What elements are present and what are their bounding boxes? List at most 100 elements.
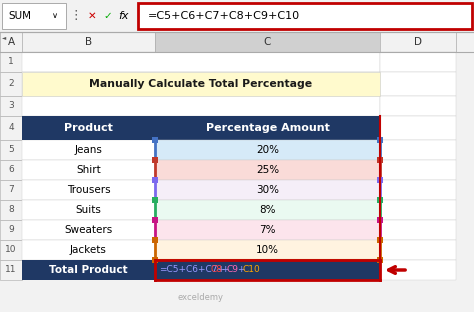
Text: ✕: ✕ xyxy=(88,11,96,21)
Text: C10: C10 xyxy=(242,266,260,275)
Bar xyxy=(380,116,456,140)
Bar xyxy=(22,220,155,240)
Text: +: + xyxy=(237,266,245,275)
Bar xyxy=(155,140,380,160)
Bar xyxy=(380,52,456,72)
Bar xyxy=(155,160,380,180)
Bar xyxy=(0,220,22,240)
Bar xyxy=(22,96,380,116)
Text: 10: 10 xyxy=(5,246,17,255)
Bar xyxy=(0,116,22,140)
Bar xyxy=(380,180,456,200)
Bar xyxy=(377,217,383,223)
Text: ✓: ✓ xyxy=(104,11,112,21)
Bar xyxy=(155,116,380,140)
Text: Shirt: Shirt xyxy=(76,165,101,175)
Bar xyxy=(22,160,155,180)
Bar xyxy=(0,0,474,32)
Bar xyxy=(377,137,383,143)
Bar xyxy=(152,137,158,143)
Text: A: A xyxy=(8,37,15,47)
Bar xyxy=(22,200,155,220)
Text: 25%: 25% xyxy=(256,165,279,175)
Bar xyxy=(152,217,158,223)
Text: SUM: SUM xyxy=(9,11,31,21)
Text: C9: C9 xyxy=(227,266,238,275)
Text: 30%: 30% xyxy=(256,185,279,195)
Text: Manually Calculate Total Percentage: Manually Calculate Total Percentage xyxy=(90,79,312,89)
Text: Jackets: Jackets xyxy=(70,245,107,255)
Bar xyxy=(0,96,22,116)
Text: Product: Product xyxy=(64,123,113,133)
Bar xyxy=(377,177,383,183)
Bar xyxy=(380,96,456,116)
Bar xyxy=(0,52,22,72)
Bar xyxy=(0,72,22,96)
Text: =C5+C6+C7+C8+C9+C10: =C5+C6+C7+C8+C9+C10 xyxy=(148,11,300,21)
Text: B: B xyxy=(85,37,92,47)
Text: 6: 6 xyxy=(8,165,14,174)
Bar xyxy=(380,240,456,260)
Bar xyxy=(22,140,155,160)
Bar xyxy=(0,260,22,280)
Text: ∨: ∨ xyxy=(52,12,58,21)
Bar xyxy=(377,177,383,183)
Bar xyxy=(22,260,155,280)
Bar xyxy=(152,157,158,163)
Bar xyxy=(22,72,380,96)
Bar xyxy=(0,180,22,200)
Bar xyxy=(152,177,158,183)
Bar xyxy=(152,237,158,243)
Text: 3: 3 xyxy=(8,101,14,110)
Text: 7: 7 xyxy=(8,186,14,194)
Bar xyxy=(0,200,22,220)
Text: 20%: 20% xyxy=(256,145,279,155)
Text: Suits: Suits xyxy=(75,205,101,215)
Bar xyxy=(0,32,474,52)
Text: 8%: 8% xyxy=(259,205,276,215)
Bar xyxy=(152,257,158,263)
Bar xyxy=(377,157,383,163)
Text: 5: 5 xyxy=(8,145,14,154)
Bar xyxy=(152,177,158,183)
Text: =C5+C6+C7+: =C5+C6+C7+ xyxy=(159,266,225,275)
Bar xyxy=(22,180,155,200)
Text: Total Product: Total Product xyxy=(49,265,128,275)
Text: 10%: 10% xyxy=(256,245,279,255)
Bar xyxy=(152,197,158,203)
Text: 2: 2 xyxy=(8,80,14,89)
Bar xyxy=(0,160,22,180)
Bar xyxy=(380,220,456,240)
Text: Jeans: Jeans xyxy=(74,145,102,155)
Bar xyxy=(380,200,456,220)
Bar xyxy=(0,140,22,160)
Bar xyxy=(152,237,158,243)
Bar xyxy=(22,116,155,140)
Bar xyxy=(22,72,380,96)
Text: 9: 9 xyxy=(8,226,14,235)
Bar xyxy=(380,140,456,160)
Text: D: D xyxy=(414,37,422,47)
Bar xyxy=(138,3,472,29)
Text: 7%: 7% xyxy=(259,225,276,235)
Bar xyxy=(22,240,155,260)
Text: C8: C8 xyxy=(211,266,223,275)
Text: C: C xyxy=(264,37,271,47)
Bar xyxy=(152,157,158,163)
Text: ◄: ◄ xyxy=(2,36,6,41)
Bar xyxy=(380,260,456,280)
Bar xyxy=(377,237,383,243)
Text: fx: fx xyxy=(119,11,129,21)
Bar xyxy=(155,200,380,220)
Bar xyxy=(377,197,383,203)
Bar xyxy=(377,237,383,243)
Text: Sweaters: Sweaters xyxy=(64,225,113,235)
Text: Trousers: Trousers xyxy=(67,185,110,195)
Bar xyxy=(2,3,66,29)
Bar xyxy=(0,240,22,260)
Text: 4: 4 xyxy=(8,124,14,133)
Bar xyxy=(377,157,383,163)
Bar xyxy=(155,32,380,52)
Text: 11: 11 xyxy=(5,266,17,275)
Text: exceldemy: exceldemy xyxy=(178,294,224,303)
